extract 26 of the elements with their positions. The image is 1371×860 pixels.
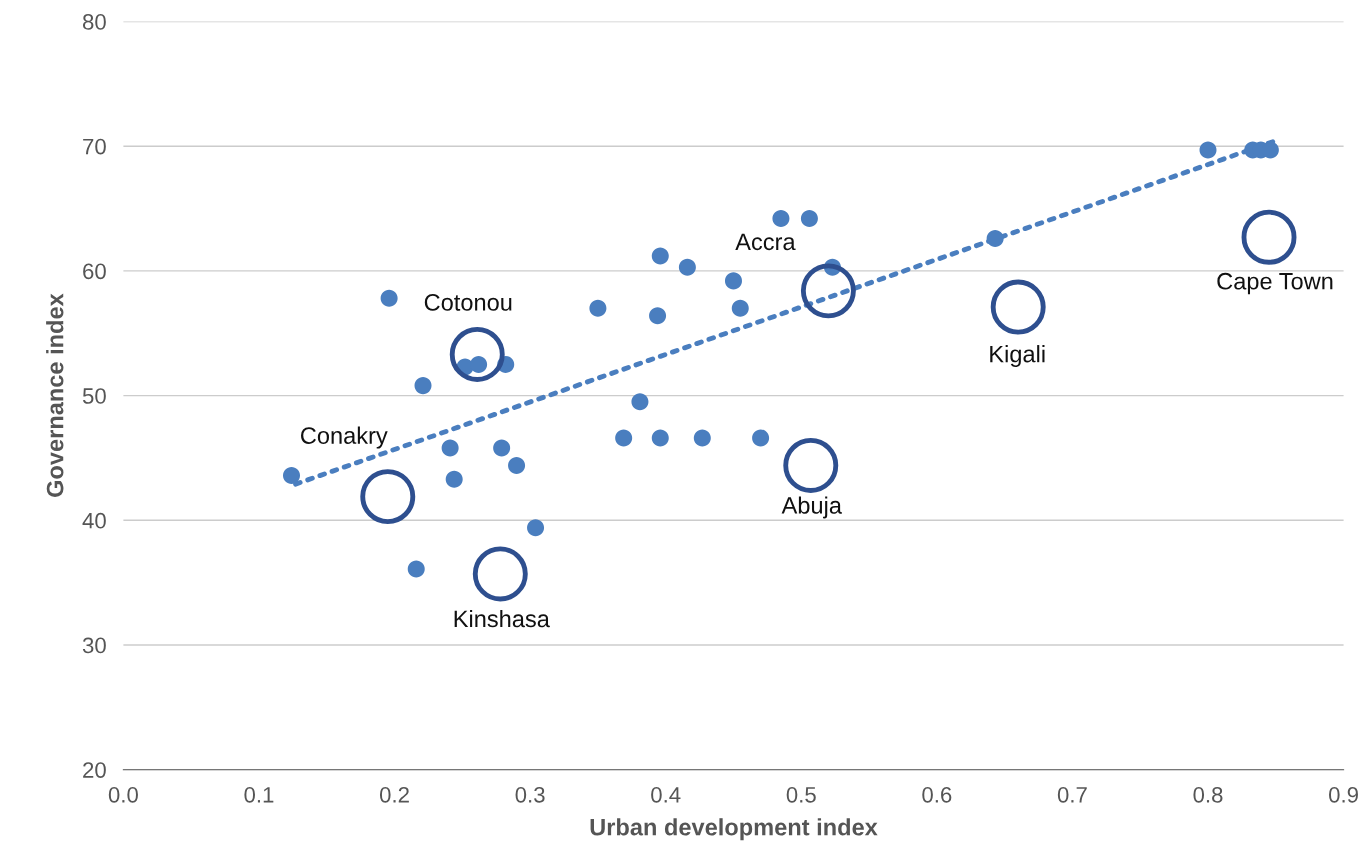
- x-tick-label: 0.9: [1329, 786, 1358, 803]
- y-tick-label: 50: [82, 388, 106, 404]
- x-tick-label: 0.5: [786, 786, 816, 803]
- x-tick-label: 0.1: [244, 786, 274, 803]
- y-tick-label: 60: [83, 263, 106, 280]
- x-tick-label: 0.3: [515, 786, 545, 803]
- annotation: Cape Town: [1217, 272, 1333, 295]
- annotation: Conakry: [301, 426, 388, 449]
- annotation: Abuja: [781, 496, 842, 519]
- annotation: Cotonou: [424, 294, 512, 311]
- annotation: Kigali: [990, 345, 1045, 368]
- y-tick-label: 40: [82, 512, 106, 529]
- y-axis-title: Governance index: [46, 293, 64, 497]
- y-tick-label: 80: [82, 14, 106, 30]
- x-tick-label: 0.2: [379, 786, 409, 803]
- y-tick-label: 30: [82, 637, 106, 654]
- x-tick-label: 0.6: [922, 786, 952, 803]
- annotation: Accra: [735, 233, 796, 251]
- y-tick-label: 70: [83, 138, 106, 155]
- x-axis-title: Urban development index: [590, 818, 878, 841]
- x-tick-label: 0.4: [651, 786, 681, 803]
- x-tick-label: 0.7: [1057, 786, 1087, 803]
- annotation: Kinshasa: [454, 609, 550, 628]
- x-tick-label: 0.0: [108, 786, 138, 803]
- y-tick-label: 20: [83, 762, 106, 778]
- x-tick-label: 0.8: [1193, 786, 1223, 803]
